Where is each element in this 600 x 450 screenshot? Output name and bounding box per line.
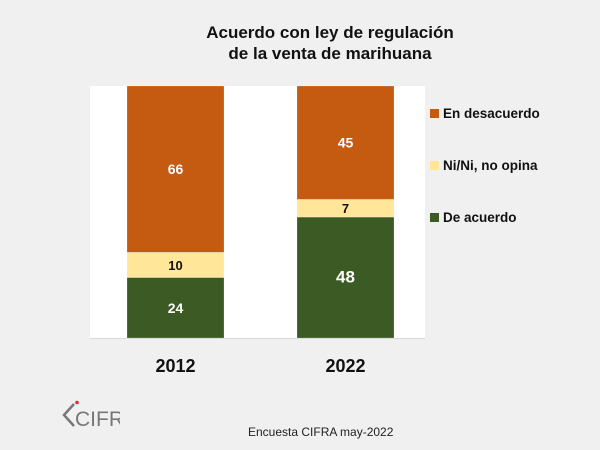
data-label: 48	[336, 268, 355, 287]
data-label: 45	[338, 135, 354, 151]
legend-item-en-desacuerdo: En desacuerdo	[430, 106, 540, 121]
bar-segment-de-acuerdo-2022	[296, 216, 395, 339]
chart-title-line-1: Acuerdo con ley de regulación	[206, 23, 454, 42]
legend-item-ni-ni-no-opina: Ni/Ni, no opina	[430, 158, 538, 173]
legend-label: De acuerdo	[443, 210, 517, 225]
cifra-logo-icon: CIFRA	[62, 400, 138, 431]
cifra-logo: CIFRA	[60, 400, 138, 435]
cifra-logo-text: CIFRA	[75, 408, 120, 430]
data-label: 24	[168, 300, 184, 316]
legend-swatch	[430, 213, 439, 222]
legend-label: Ni/Ni, no opina	[443, 158, 538, 173]
bar-segment-en-desacuerdo-2022	[296, 85, 395, 200]
data-label: 66	[168, 161, 184, 177]
chart-title: Acuerdo con ley de regulación de la vent…	[30, 22, 600, 64]
legend-swatch	[430, 161, 439, 170]
legend-swatch	[430, 109, 439, 118]
source-note: Encuesta CIFRA may-2022	[248, 425, 394, 439]
bar-segment-en-desacuerdo-2012	[126, 85, 225, 253]
x-tick-label: 2022	[325, 356, 365, 376]
x-tick-label: 2012	[155, 356, 195, 376]
legend-item-de-acuerdo: De acuerdo	[430, 210, 517, 225]
bar-segment-ni-ni-no-opina-2012	[126, 252, 225, 278]
data-label: 10	[168, 258, 182, 273]
data-label: 7	[342, 201, 349, 216]
chart-title-line-2: de la venta de marihuana	[228, 44, 432, 63]
legend-label: En desacuerdo	[443, 106, 540, 121]
